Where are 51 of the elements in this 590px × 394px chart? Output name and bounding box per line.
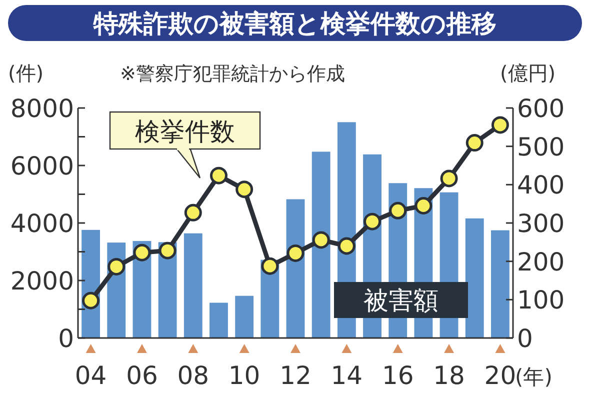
y2-tick-label: 200 bbox=[517, 247, 565, 276]
x-tick-label: 06 bbox=[126, 361, 158, 390]
text: ※警察庁犯罪統計から作成 bbox=[120, 63, 345, 85]
bar bbox=[465, 218, 484, 338]
x-tick-label: 12 bbox=[280, 361, 312, 390]
y2-axis-title: (億円) bbox=[500, 61, 556, 85]
y2-tick-label: 100 bbox=[517, 286, 565, 315]
y2-tick-label: 0 bbox=[517, 324, 533, 353]
y-tick-label: 4000 bbox=[10, 209, 74, 238]
bar bbox=[312, 152, 330, 338]
y2-tick-label: 400 bbox=[517, 170, 565, 200]
point bbox=[184, 204, 202, 222]
x-tick-label: 20 bbox=[484, 361, 516, 390]
point bbox=[108, 258, 126, 276]
y-tick-label: 8000 bbox=[10, 94, 74, 123]
y2-tick-label: 300 bbox=[517, 209, 565, 238]
bar bbox=[184, 233, 202, 338]
x-tick-label: 18 bbox=[433, 361, 465, 390]
point bbox=[414, 197, 432, 214]
point bbox=[261, 257, 279, 275]
y2-tick-label: 600 bbox=[517, 94, 565, 123]
chart-title: 特殊詐欺の被害額と検挙件数の推移 bbox=[92, 9, 496, 38]
x-axis-title: (年) bbox=[515, 365, 552, 389]
y-tick-label: 2000 bbox=[10, 266, 74, 296]
y-tick-label: 6000 bbox=[10, 152, 74, 180]
y2-tick-label: 500 bbox=[517, 132, 565, 162]
x-tick-label: 10 bbox=[228, 361, 260, 390]
bar bbox=[490, 230, 510, 338]
point bbox=[158, 242, 176, 260]
bar bbox=[210, 302, 228, 338]
point bbox=[491, 116, 509, 134]
x-tick-label: 14 bbox=[330, 361, 363, 390]
point bbox=[466, 134, 484, 152]
point bbox=[210, 166, 228, 184]
x-tick-label: 08 bbox=[177, 361, 210, 390]
point bbox=[312, 231, 330, 249]
point bbox=[338, 237, 356, 255]
x-tick-label: 16 bbox=[382, 361, 414, 390]
point bbox=[286, 244, 304, 262]
point bbox=[364, 212, 382, 230]
y-tick-label: 0 bbox=[58, 324, 74, 353]
series-label: 被害額 bbox=[364, 286, 438, 315]
bar bbox=[235, 296, 254, 338]
x-tick-label: 04 bbox=[74, 361, 107, 390]
point bbox=[389, 202, 407, 220]
series-label: 検挙件数 bbox=[135, 117, 235, 146]
point bbox=[440, 170, 458, 188]
y-axis-title: (件) bbox=[8, 61, 44, 85]
point bbox=[236, 180, 254, 198]
point bbox=[82, 292, 100, 310]
point bbox=[133, 244, 151, 262]
